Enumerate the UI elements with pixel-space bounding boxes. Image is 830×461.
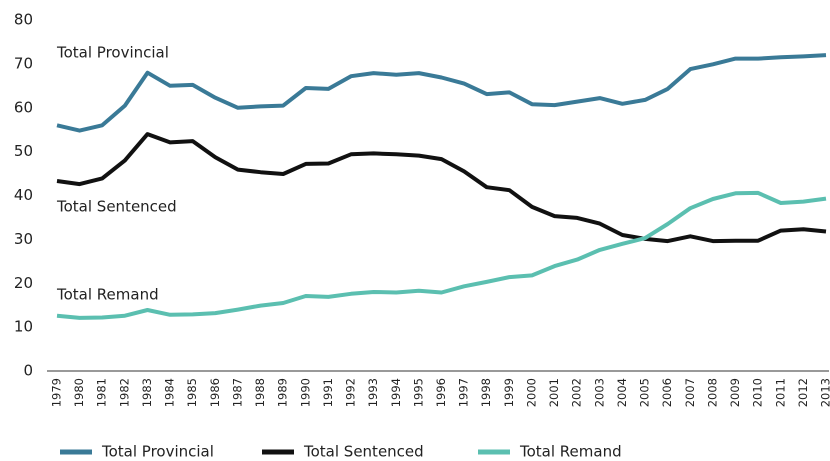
x-tick-label: 2005 bbox=[638, 378, 652, 407]
x-tick-label: 1996 bbox=[434, 378, 448, 407]
x-tick-label: 1997 bbox=[457, 378, 471, 407]
y-tick-label: 40 bbox=[14, 186, 33, 204]
y-tick-label: 50 bbox=[14, 142, 33, 160]
annotation: Total Remand bbox=[56, 286, 159, 304]
legend-label: Total Remand bbox=[519, 443, 622, 461]
x-tick-label: 1988 bbox=[253, 378, 267, 407]
x-tick-label: 2009 bbox=[728, 378, 742, 407]
legend-label: Total Sentenced bbox=[303, 443, 424, 461]
line bbox=[56, 190, 827, 320]
x-tick-label: 2010 bbox=[751, 378, 765, 407]
x-tick-label: 1982 bbox=[117, 378, 131, 407]
x-tick-label: 2001 bbox=[547, 378, 561, 407]
y-tick-label: 80 bbox=[14, 11, 33, 29]
y-tick-label: 20 bbox=[14, 274, 33, 292]
x-tick-label: 1986 bbox=[208, 378, 222, 407]
line bbox=[56, 53, 827, 133]
x-tick-label: 2008 bbox=[705, 378, 719, 407]
y-tick-label: 60 bbox=[14, 98, 33, 116]
x-tick-label: 2006 bbox=[660, 378, 674, 407]
line bbox=[56, 132, 827, 244]
x-tick-label: 2003 bbox=[592, 378, 606, 407]
x-tick-label: 2012 bbox=[796, 378, 810, 407]
x-tick-label: 2007 bbox=[683, 378, 697, 407]
annotation: Total Provincial bbox=[56, 44, 169, 62]
x-tick-label: 2013 bbox=[819, 378, 830, 407]
x-tick-label: 1990 bbox=[298, 378, 312, 407]
y-tick-label: 10 bbox=[14, 318, 33, 336]
x-tick-label: 1979 bbox=[50, 378, 64, 407]
y-tick-label: 0 bbox=[23, 362, 33, 380]
x-tick-label: 1991 bbox=[321, 378, 335, 407]
x-tick-label: 1984 bbox=[163, 378, 177, 407]
x-tick-label: 1998 bbox=[479, 378, 493, 407]
x-tick-label: 1985 bbox=[185, 378, 199, 407]
x-tick-label: 2000 bbox=[524, 378, 538, 407]
y-tick-label: 70 bbox=[14, 54, 33, 72]
x-tick-label: 1992 bbox=[344, 378, 358, 407]
x-tick-label: 1994 bbox=[389, 378, 403, 407]
x-tick-label: 2004 bbox=[615, 378, 629, 407]
x-tick-label: 1983 bbox=[140, 378, 154, 407]
x-tick-label: 2011 bbox=[773, 378, 787, 407]
x-tick-label: 1999 bbox=[502, 378, 516, 407]
x-tick-label: 1995 bbox=[411, 378, 425, 407]
x-tick-label: 1987 bbox=[230, 378, 244, 407]
y-tick-label: 30 bbox=[14, 230, 33, 248]
x-tick-label: 1980 bbox=[72, 378, 86, 407]
legend-label: Total Provincial bbox=[101, 443, 214, 461]
x-tick-label: 1989 bbox=[276, 378, 290, 407]
x-tick-label: 1993 bbox=[366, 378, 380, 407]
x-tick-label: 1981 bbox=[95, 378, 109, 407]
annotation: Total Sentenced bbox=[56, 198, 177, 216]
x-tick-label: 2002 bbox=[570, 378, 584, 407]
